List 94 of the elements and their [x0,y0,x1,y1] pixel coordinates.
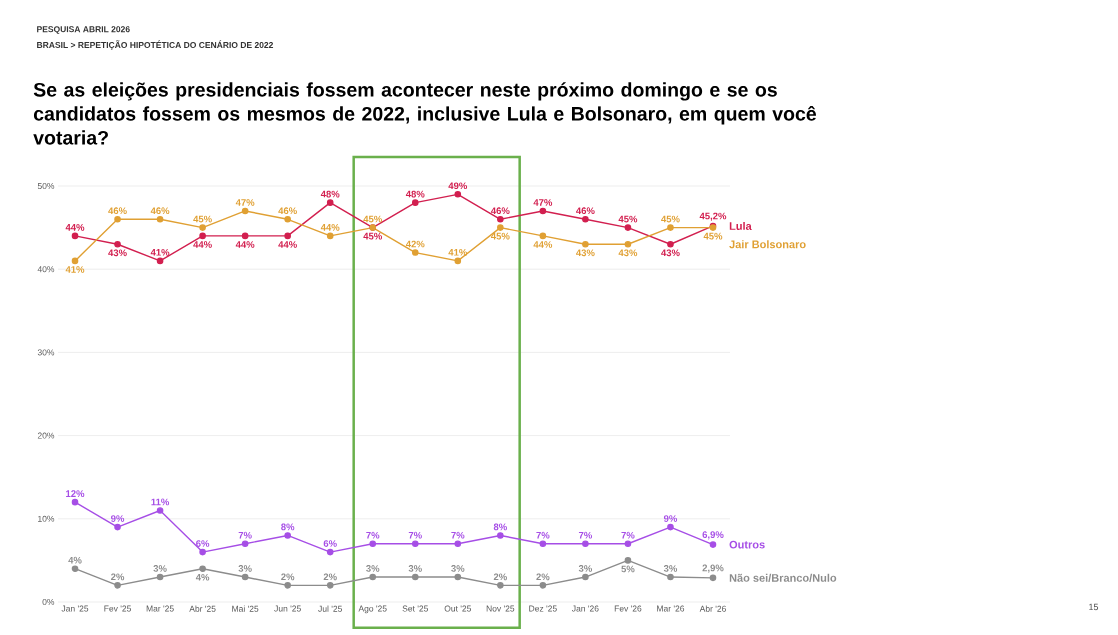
data-label: 3% [663,565,678,572]
data-label: 6% [323,540,337,547]
data-label: 44% [193,241,212,248]
data-label: 44% [278,241,297,248]
data-label: 45% [661,215,680,223]
data-label: 41% [65,266,85,273]
data-label: 3% [238,565,252,572]
x-tick-label: Fev '26 [614,605,642,612]
data-label: 48% [320,190,340,198]
data-label: 44% [533,241,553,248]
data-label: 7% [621,531,635,539]
text: PESQUISA ABRIL 2026 [37,26,130,34]
data-label: 9% [111,515,125,522]
data-label: 2% [493,573,507,581]
data-label: 46% [576,207,595,215]
data-label: 7% [451,531,465,539]
data-label: 8% [281,523,295,531]
data-label: 3% [451,565,465,572]
y-tick-label: 50% [37,183,55,190]
x-tick-label: Abr '26 [699,605,726,612]
x-tick-label: Jun '25 [274,605,301,612]
y-tick-label: 20% [37,432,55,439]
x-tick-label: Fev '25 [104,605,131,612]
data-label: 4% [68,556,82,564]
x-tick-label: Out '25 [444,605,472,612]
text: 15 [1089,603,1099,611]
data-label: 3% [366,565,380,572]
series-label: Outros [729,540,765,549]
data-label: 7% [578,531,593,539]
data-label: 8% [493,523,507,531]
data-label: 3% [153,565,167,572]
data-label: 2% [111,573,125,581]
data-label: 6,9% [702,531,724,540]
data-label: 44% [320,224,340,231]
data-label: 41% [150,248,170,256]
x-tick-label: Jul '25 [318,605,342,612]
data-label: 4% [195,573,210,581]
data-label: 2% [323,573,337,581]
data-label: 44% [235,241,255,248]
data-label: 2% [536,573,550,581]
x-tick-label: Set '25 [402,605,429,612]
data-label: 46% [108,207,127,215]
data-label: 7% [408,531,422,539]
data-label: 41% [448,248,468,256]
data-label: 46% [490,207,510,215]
data-label: 49% [448,182,468,190]
data-label: 48% [405,190,425,198]
series-label: Lula [729,221,752,230]
data-label: 3% [578,565,593,572]
x-tick-label: Mai '25 [232,605,259,612]
data-label: 12% [66,490,85,497]
data-label: 47% [533,199,553,206]
data-label: 2,9% [702,564,724,573]
data-label: 45,2% [699,212,727,221]
data-label: 2% [281,573,295,581]
data-label: 5% [621,565,635,573]
x-tick-label: Abr '25 [189,605,216,612]
data-label: 43% [618,249,638,257]
x-tick-label: Ago '25 [358,605,387,614]
data-label: 11% [151,498,170,506]
data-label: 45% [363,232,382,240]
data-label: 45% [490,232,510,240]
data-label: 45% [363,215,382,223]
data-label: 44% [65,224,85,231]
series-label: Não sei/Branco/Nulo [729,573,837,582]
y-tick-label: 0% [42,599,55,605]
x-tick-label: Jan '25 [61,605,89,612]
data-label: 46% [278,207,297,215]
data-label: 43% [661,249,680,257]
y-tick-label: 40% [37,266,55,273]
data-label: 43% [108,249,127,257]
data-label: 47% [235,199,255,206]
x-tick-label: Jan '26 [571,605,599,612]
data-label: 9% [663,515,678,522]
data-label: 6% [196,540,210,547]
x-tick-label: Mar '25 [146,605,174,612]
y-tick-label: 30% [37,349,55,356]
x-tick-label: Nov '25 [486,605,515,612]
series-label: Jair Bolsonaro [729,240,806,249]
chart-title: Se as eleições presidenciais fossem acontecer neste próximo domingo e se os candidatos fossem os mesmos de 2022, inclusive Lula e Bolsonaro, em quem você votaria? [33,82,817,145]
data-label: 42% [405,240,425,248]
data-label: 45% [703,232,723,240]
x-tick-label: Dez '25 [529,605,557,612]
data-label: 7% [366,531,380,539]
data-label: 7% [238,531,252,539]
data-label: 46% [150,207,170,215]
data-label: 43% [576,249,595,257]
chart-subtitle: BRASIL > REPETIÇÃO HIPOTÉTICA DO CENÁRIO DE 2022 [37,40,274,50]
data-label: 45% [193,215,212,223]
data-label: 45% [618,215,638,223]
x-tick-label: Mar '26 [657,605,685,612]
y-tick-label: 10% [38,515,55,522]
data-label: 3% [408,565,422,572]
data-label: 7% [536,531,550,539]
